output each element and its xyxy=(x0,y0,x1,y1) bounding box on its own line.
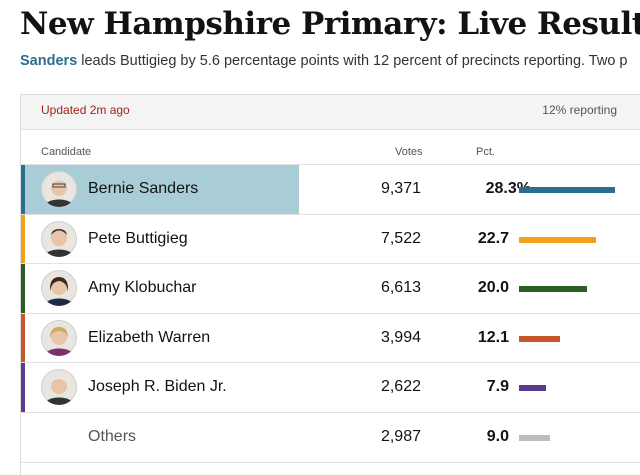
candidate-pct: 9.0 xyxy=(486,427,509,445)
candidate-name: Elizabeth Warren xyxy=(88,328,211,346)
vote-share-bar xyxy=(519,434,550,441)
column-header-candidate: Candidate xyxy=(41,146,92,158)
reporting-percentage: 12% reporting xyxy=(542,103,617,117)
candidate-row: Others 2,987 9.0 xyxy=(21,411,640,463)
summary-text: leads Buttigieg by 5.6 percentage points… xyxy=(77,53,628,69)
results-summary: Sanders leads Buttigieg by 5.6 percentag… xyxy=(20,53,640,69)
column-header-pct: Pct. xyxy=(476,146,495,158)
candidate-votes: 6,613 xyxy=(380,279,421,296)
summary-leader-name: Sanders xyxy=(20,53,78,69)
results-status-bar: Updated 2m ago 12% reporting xyxy=(21,95,640,130)
candidate-name: Joseph R. Biden Jr. xyxy=(88,378,227,395)
updated-timestamp: Updated 2m ago xyxy=(41,103,130,117)
candidate-row: Joseph R. Biden Jr. 2,622 7.9 xyxy=(21,362,640,412)
candidate-name: Pete Buttigieg xyxy=(88,229,188,247)
candidate-row: Amy Klobuchar 6,613 20.0 xyxy=(21,263,640,313)
candidate-name: Others xyxy=(88,427,137,445)
candidate-votes: 9,371 xyxy=(380,180,421,197)
candidate-votes: 7,522 xyxy=(380,229,421,247)
candidate-pct: 7.9 xyxy=(486,378,509,395)
results-table: Updated 2m ago 12% reporting Candidate V… xyxy=(20,94,640,475)
buttigieg-avatar xyxy=(41,220,77,257)
candidate-name: Bernie Sanders xyxy=(88,180,199,197)
page-title: New Hampshire Primary: Live Results xyxy=(20,6,640,42)
party-color-stripe xyxy=(21,264,25,313)
party-color-stripe xyxy=(21,313,25,363)
party-color-stripe xyxy=(21,214,25,264)
candidate-row: Pete Buttigieg 7,522 22.7 xyxy=(21,213,640,264)
vote-share-bar xyxy=(519,335,560,342)
biden-avatar xyxy=(41,369,77,405)
candidate-votes: 2,987 xyxy=(380,427,421,445)
vote-share-bar xyxy=(519,236,596,243)
candidate-votes: 2,622 xyxy=(380,378,421,395)
candidate-name: Amy Klobuchar xyxy=(88,279,197,296)
vote-share-bar xyxy=(519,385,546,391)
sanders-avatar xyxy=(41,171,77,207)
klobuchar-avatar xyxy=(41,270,77,306)
warren-avatar xyxy=(41,319,77,356)
candidate-row: Bernie Sanders 9,371 28.3% xyxy=(21,164,640,214)
party-color-stripe xyxy=(21,165,25,214)
candidate-row: Elizabeth Warren 3,994 12.1 xyxy=(21,312,640,363)
candidate-pct: 12.1 xyxy=(477,328,509,346)
vote-share-bar xyxy=(519,286,587,292)
column-header-votes: Votes xyxy=(395,146,423,158)
candidate-votes: 3,994 xyxy=(380,328,421,346)
party-color-stripe xyxy=(21,363,25,412)
candidate-pct: 20.0 xyxy=(477,279,509,296)
candidate-pct: 22.7 xyxy=(477,229,509,247)
vote-share-bar xyxy=(519,187,615,193)
